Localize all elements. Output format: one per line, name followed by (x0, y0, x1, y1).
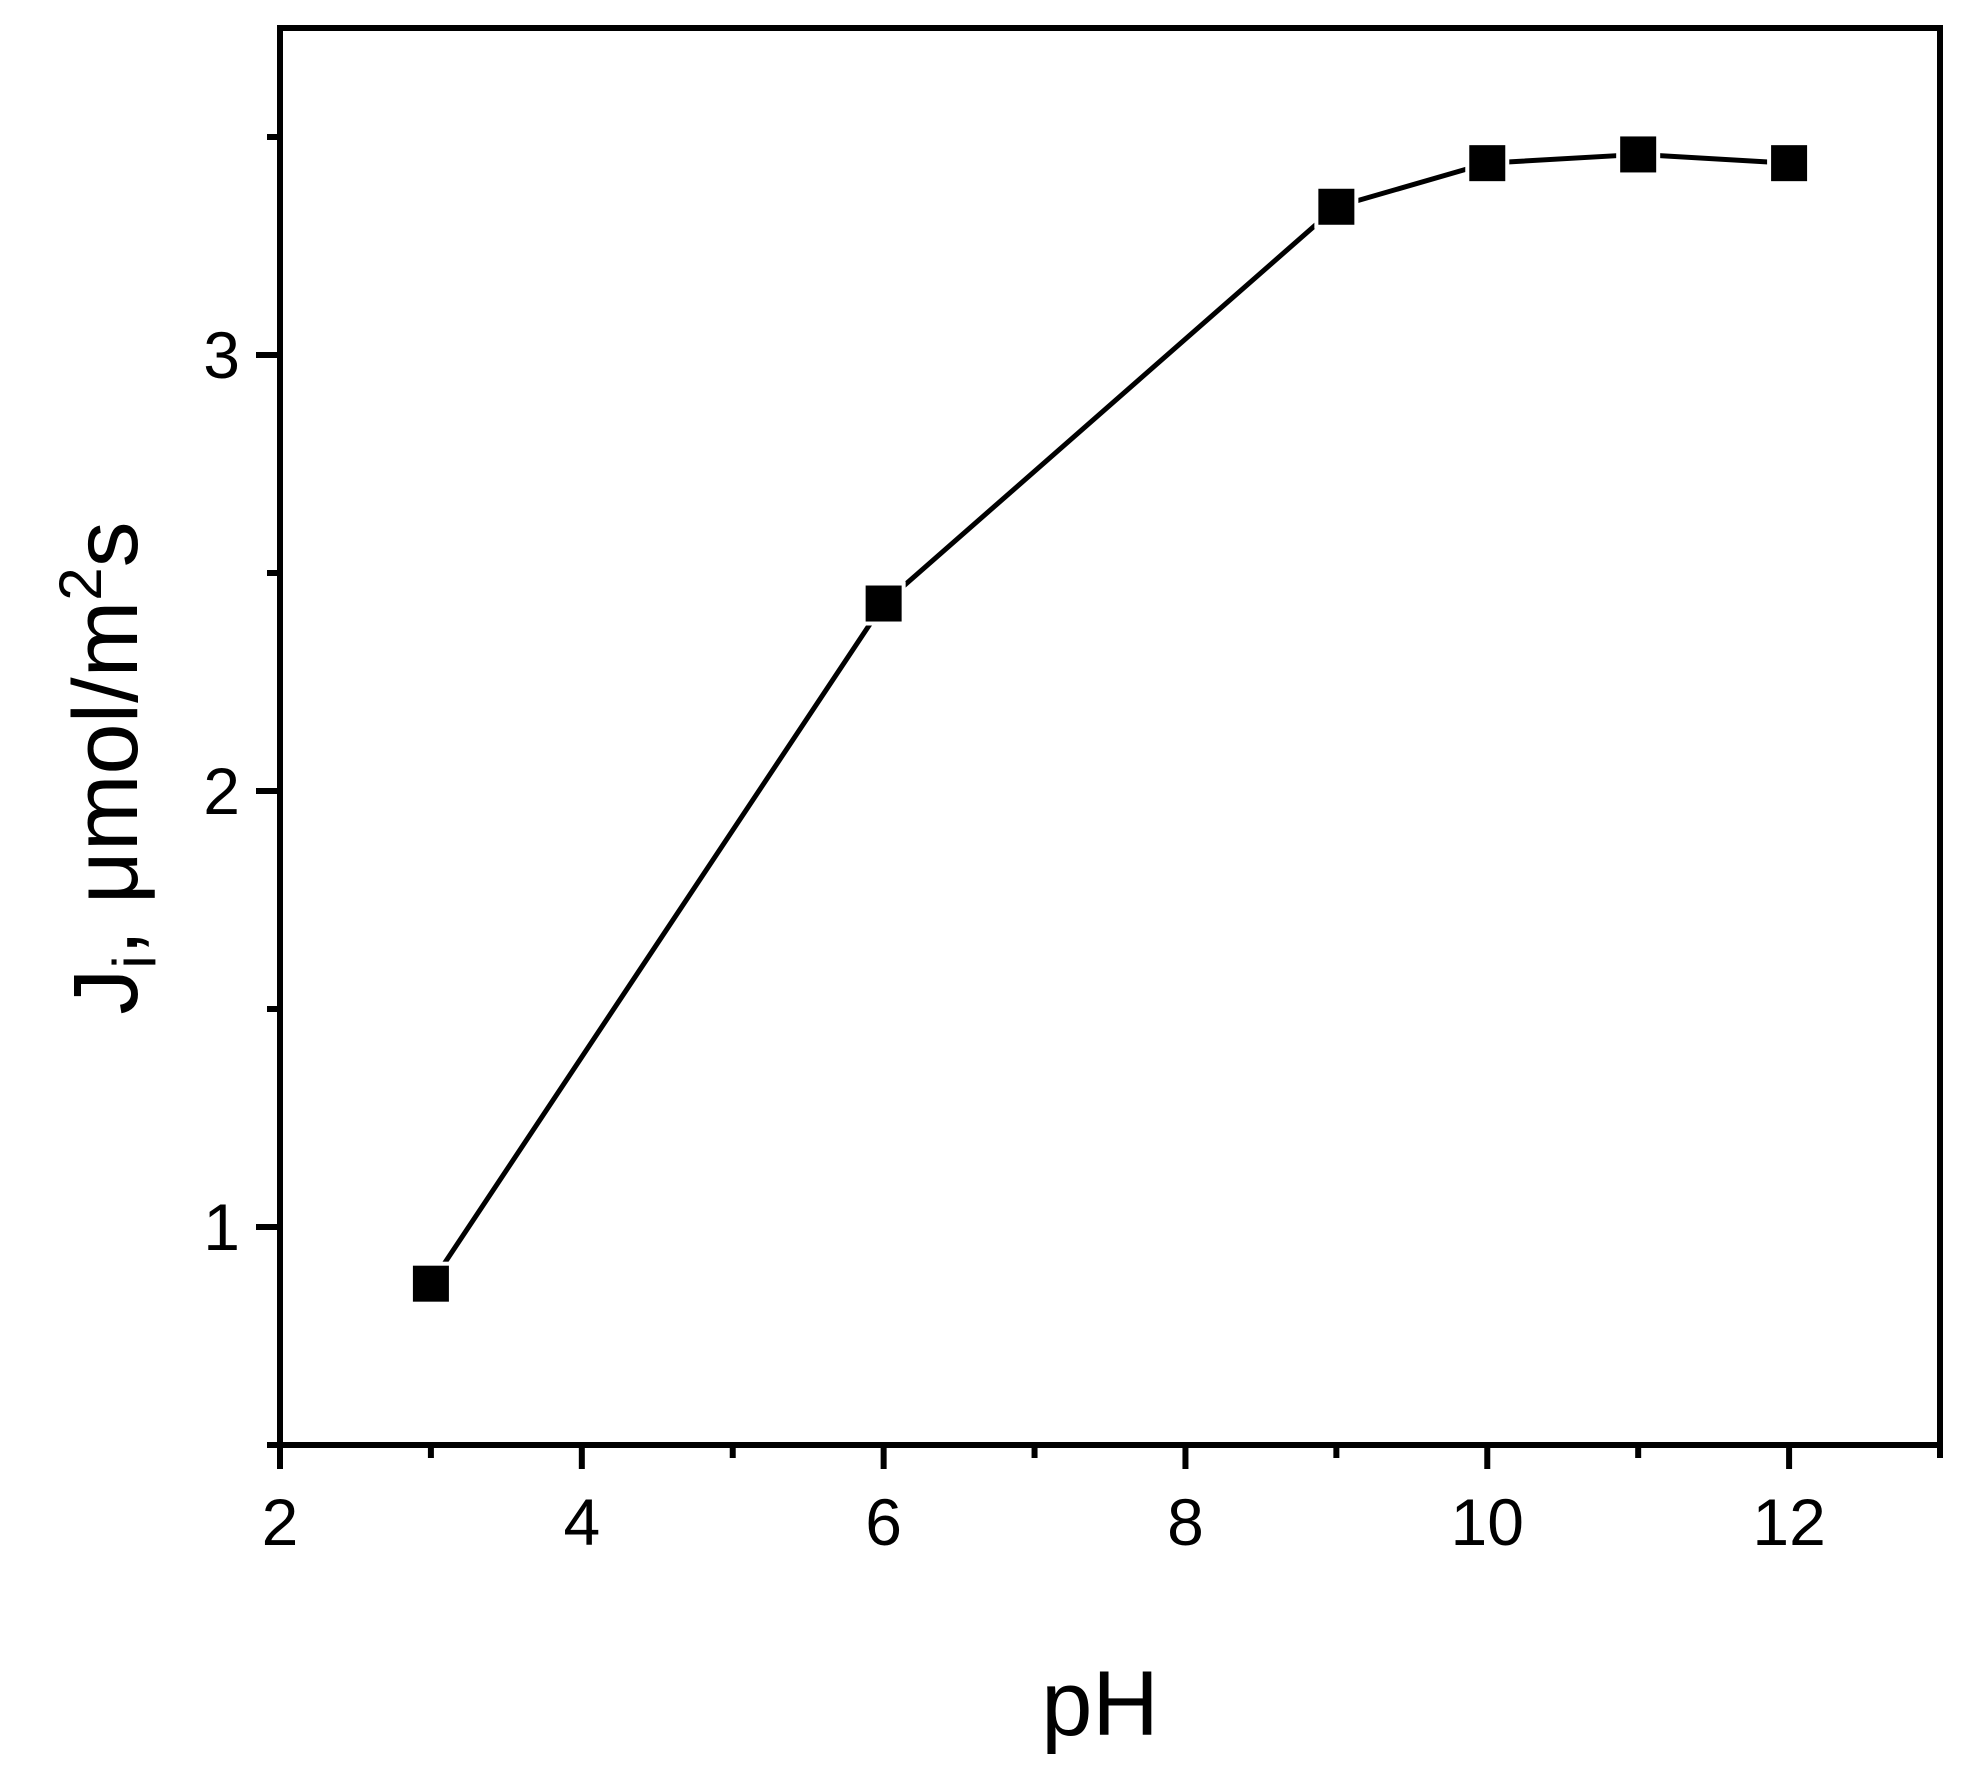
x-tick-label: 4 (563, 1485, 600, 1559)
x-axis-title: pH (1041, 1653, 1159, 1755)
x-tick-label: 10 (1451, 1485, 1524, 1559)
data-point-marker (1314, 184, 1359, 229)
y-axis-title-unit-suffix: s (55, 521, 157, 567)
y-axis-title: Ji, μmol/m2s (47, 521, 168, 1014)
data-point-marker (1616, 132, 1661, 177)
data-point-marker (861, 581, 906, 626)
series-layer (408, 132, 1812, 1306)
y-tick-label: 3 (203, 318, 240, 392)
y-axis-title-subscript: i (101, 955, 168, 968)
plot-area (277, 25, 1943, 1448)
series-line (428, 151, 1790, 1286)
data-point-marker (1465, 141, 1510, 186)
data-point-marker (408, 1261, 453, 1306)
y-tick-label: 1 (203, 1190, 240, 1264)
x-tick-label: 8 (1167, 1485, 1204, 1559)
ticks-layer (256, 134, 1943, 1469)
data-point-marker (1767, 141, 1812, 186)
y-tick-label: 2 (203, 754, 240, 828)
x-tick-label: 6 (865, 1485, 902, 1559)
plot-frame (277, 25, 1943, 1448)
y-axis-title-main: J (55, 969, 157, 1015)
x-tick-label: 12 (1752, 1485, 1825, 1559)
y-axis-title-unit-prefix: , μmol/m (55, 601, 157, 956)
y-axis-title-superscript: 2 (47, 567, 114, 600)
x-tick-label: 2 (262, 1485, 299, 1559)
